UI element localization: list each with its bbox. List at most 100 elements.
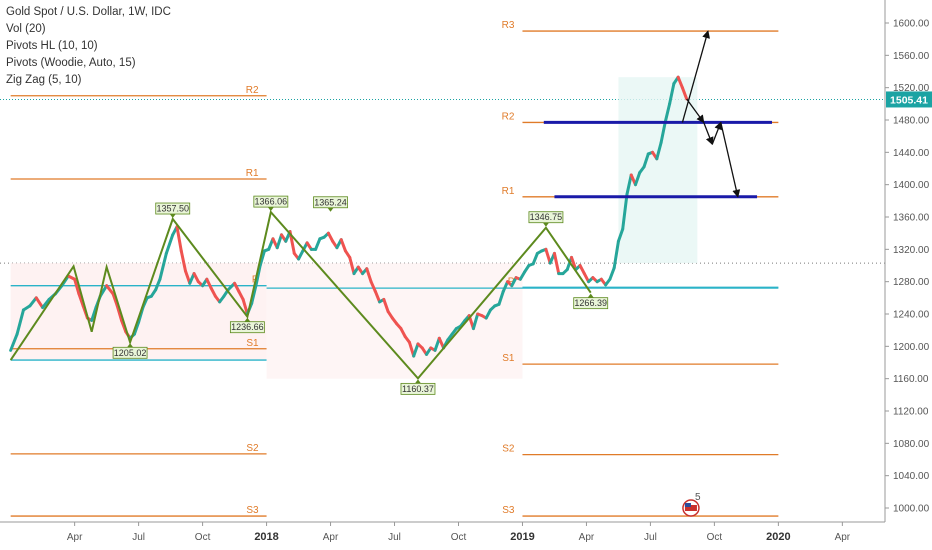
- pivot-label-r3-7: R3: [502, 20, 515, 31]
- flag-icon-canton: [684, 503, 691, 507]
- price-segment-108: [497, 289, 505, 306]
- legend-title[interactable]: Gold Spot / U.S. Dollar, 1W, IDC: [6, 6, 171, 18]
- pivot-label-s2-5: S2: [246, 443, 259, 454]
- legend-vol[interactable]: Vol (20): [6, 23, 46, 35]
- price-segment-148: [668, 82, 676, 106]
- price-segment-65: [314, 237, 322, 251]
- price-segment-2: [15, 308, 25, 336]
- y-tick-label-5: 1200.00: [893, 342, 930, 353]
- x-tick-label-6: Oct: [451, 532, 467, 543]
- zigzag-label-pointer-4: [327, 207, 334, 212]
- forecast-arrow-0[interactable]: [681, 30, 710, 123]
- zigzag-label-pointer-0: [169, 214, 176, 219]
- x-tick-label-12: Apr: [835, 532, 851, 543]
- price-segment-146: [659, 120, 667, 145]
- y-tick-label-15: 1600.00: [893, 19, 930, 30]
- price-segment-111: [510, 276, 518, 288]
- forecast-arrow-4[interactable]: [720, 122, 741, 198]
- x-tick-label-11: 2020: [766, 531, 790, 543]
- y-tick-label-10: 1400.00: [893, 180, 930, 191]
- price-segment-61: [297, 249, 305, 261]
- price-segment-88: [412, 342, 420, 358]
- x-tick-label-8: Apr: [579, 532, 595, 543]
- price-segment-119: [544, 247, 552, 265]
- price-segment-5: [34, 296, 45, 310]
- y-tick-label-3: 1120.00: [893, 407, 929, 418]
- price-segment-30: [158, 251, 168, 281]
- pivot-label-s1-11: S1: [502, 353, 515, 364]
- price-segment-150: [676, 75, 684, 90]
- zigzag-label-pointer-1: [127, 343, 134, 348]
- price-segment-78: [369, 280, 377, 293]
- price-segment-136: [616, 227, 625, 243]
- bg-tint-2017: [10, 263, 267, 361]
- y-tick-label-12: 1480.00: [893, 116, 930, 127]
- y-tick-label-1: 1040.00: [893, 471, 930, 482]
- zigzag-label-pointer-7: [587, 293, 594, 298]
- x-tick-label-4: Apr: [323, 532, 339, 543]
- price-segment-50: [250, 284, 258, 305]
- legend: Gold Spot / U.S. Dollar, 1W, IDC Vol (20…: [6, 4, 171, 89]
- zigzag-label-pointer-2: [244, 317, 251, 322]
- x-axis[interactable]: Apr Jul Oct 2018 Apr Jul Oct 2019 Apr Jul Oct 2020 A…: [0, 521, 932, 550]
- x-tick-label-1: Jul: [132, 532, 145, 543]
- price-segment-52: [258, 249, 266, 267]
- y-tick-label-0: 1000.00: [893, 504, 930, 515]
- legend-zigzag[interactable]: Zig Zag (5, 10): [6, 74, 82, 86]
- price-segment-1: [9, 332, 19, 352]
- price-segment-33: [175, 225, 183, 253]
- price-segment-138: [625, 173, 633, 196]
- y-tick-label-9: 1360.00: [893, 213, 930, 224]
- bg-tint-2019: [618, 77, 698, 264]
- price-segment-140: [633, 171, 642, 187]
- x-tick-label-7: 2019: [510, 531, 534, 543]
- price-segment-41: [209, 286, 217, 298]
- current-price-tag[interactable]: [886, 91, 932, 108]
- price-segment-73: [348, 255, 356, 276]
- pivot-label-r2-8: R2: [502, 111, 515, 122]
- price-segment-24: [132, 320, 141, 336]
- price-segment-121: [552, 251, 561, 276]
- price-segment-105: [484, 308, 492, 320]
- price-segment-18: [105, 284, 115, 296]
- forecast-arrow-2[interactable]: [703, 122, 714, 146]
- y-tick-label-8: 1320.00: [893, 245, 930, 256]
- zigzag-label-4: 1365.24: [314, 197, 347, 207]
- price-segment-51: [254, 264, 262, 288]
- price-segment-81: [382, 297, 390, 314]
- x-tick-label-9: Jul: [644, 532, 657, 543]
- price-segment-102: [471, 312, 480, 331]
- price-segment-34: [179, 249, 188, 273]
- flag-icon-stripe: [684, 505, 697, 511]
- x-tick-label-3: 2018: [254, 531, 278, 543]
- x-tick-label-2: Oct: [195, 532, 211, 543]
- price-segment-68: [326, 231, 335, 243]
- price-segment-37: [192, 272, 200, 284]
- pivot-label-s3-13: S3: [502, 505, 515, 516]
- legend-pivots-hl[interactable]: Pivots HL (10, 10): [6, 40, 98, 52]
- y-tick-label-7: 1280.00: [893, 277, 930, 288]
- price-segment-20: [115, 304, 124, 322]
- zigzag-label-7: 1266.39: [574, 298, 607, 308]
- y-axis[interactable]: 1000.00 1040.00 1080.00 1120.00 1160.00 1200.…: [884, 0, 932, 522]
- y-tick-label-14: 1560.00: [893, 51, 930, 62]
- price-segment-85: [399, 327, 407, 339]
- price-segment-11: [73, 277, 81, 296]
- zigzag-label-1: 1205.02: [114, 348, 147, 358]
- price-segment-6: [41, 297, 51, 310]
- y-axis-bg: [885, 0, 932, 522]
- zigzag-series: 1357.50 1205.02 1236.66 1366.06 1365.24 1160.…: [9, 195, 609, 395]
- zigzag-label-2: 1236.66: [231, 322, 264, 332]
- forecast-arrow-1[interactable]: [686, 98, 705, 124]
- zigzag-line: [9, 209, 592, 380]
- legend-pivots-woodie[interactable]: Pivots (Woodie, Auto, 15): [6, 57, 136, 69]
- zigzag-label-3: 1366.06: [255, 197, 288, 207]
- price-segment-151: [680, 86, 689, 101]
- pivot-label-r1-9: R1: [502, 186, 515, 197]
- forecast-arrow-3[interactable]: [711, 121, 722, 145]
- price-segment-56: [275, 233, 283, 250]
- zigzag-label-pointer-5: [414, 379, 421, 384]
- price-segment-71: [339, 238, 347, 253]
- price-segment-145: [655, 141, 663, 161]
